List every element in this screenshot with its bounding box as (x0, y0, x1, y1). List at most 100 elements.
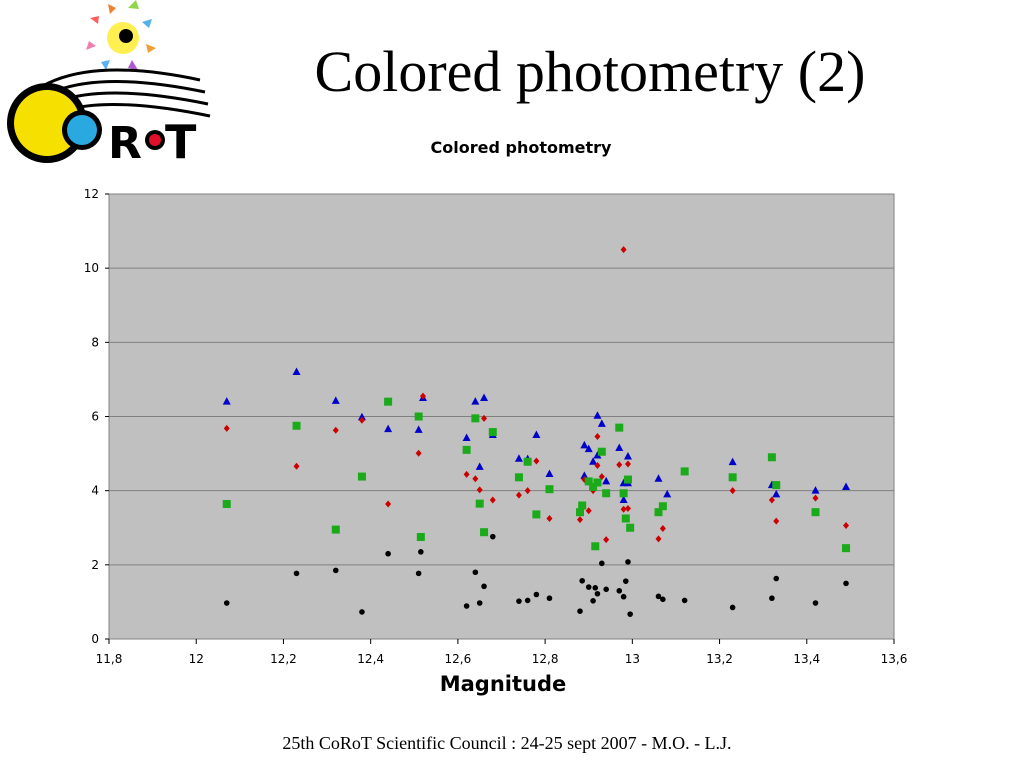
data-point (660, 596, 666, 603)
data-point (545, 485, 554, 494)
x-tick-label: 13,4 (793, 652, 820, 666)
data-point (463, 470, 470, 478)
data-points (222, 246, 851, 617)
svg-text:T: T (165, 115, 197, 169)
data-point (842, 482, 851, 490)
chart-title: Colored photometry (431, 138, 613, 157)
data-point (384, 397, 393, 406)
data-point (602, 476, 611, 485)
data-point (462, 433, 471, 442)
data-point (663, 489, 672, 498)
data-point (658, 502, 667, 511)
data-point (773, 517, 780, 525)
data-point (599, 560, 605, 567)
data-point (597, 419, 606, 427)
data-point (622, 578, 629, 584)
data-point (359, 609, 365, 615)
slide-title: Colored photometry (2) (314, 39, 866, 104)
data-point (589, 457, 598, 465)
data-point (414, 412, 423, 421)
data-point (592, 585, 599, 591)
data-point (293, 462, 300, 470)
data-point (222, 500, 231, 509)
data-point (598, 473, 605, 481)
data-point (812, 600, 819, 606)
data-point (772, 481, 781, 490)
data-point (615, 443, 624, 452)
data-point (621, 514, 630, 523)
data-point (414, 425, 423, 433)
data-point (415, 449, 422, 457)
corot-logo: R T (7, 0, 211, 169)
series-triangle (222, 367, 851, 503)
y-tick-label: 4 (91, 484, 99, 498)
data-point (385, 550, 391, 557)
data-point (603, 536, 610, 544)
x-tick-label: 12,4 (357, 652, 384, 666)
data-point (616, 461, 623, 469)
data-point (589, 482, 598, 491)
series-circle (223, 533, 849, 617)
data-point (577, 608, 583, 614)
data-point (728, 457, 737, 466)
x-tick-label: 12,6 (445, 652, 472, 666)
data-point (769, 595, 775, 602)
data-point (620, 593, 627, 600)
y-axis: 0 2 4 6 8 10 12 (84, 187, 109, 646)
y-tick-label: 2 (91, 558, 99, 572)
y-tick-label: 12 (84, 187, 99, 201)
data-point (416, 533, 425, 542)
data-point (480, 393, 489, 401)
data-point (626, 523, 635, 532)
data-point (384, 424, 393, 433)
data-point (773, 575, 780, 582)
data-point (772, 489, 781, 498)
x-tick-label: 13,6 (881, 652, 908, 666)
data-point (357, 412, 366, 421)
data-point (524, 487, 531, 495)
data-point (472, 475, 479, 483)
data-point (418, 549, 424, 555)
data-point (843, 580, 849, 587)
data-point (580, 440, 589, 449)
data-point (576, 508, 584, 517)
x-axis-label: Magnitude (440, 672, 567, 696)
data-point (481, 583, 487, 590)
data-point (729, 604, 736, 611)
data-point (476, 486, 483, 494)
data-point (488, 428, 497, 437)
data-point (480, 528, 489, 537)
data-point (593, 478, 602, 487)
x-tick-label: 12 (189, 652, 204, 666)
data-point (471, 397, 480, 405)
series-diamond (223, 246, 850, 544)
data-point (728, 473, 737, 482)
data-point (222, 397, 231, 405)
x-tick-label: 12,2 (270, 652, 297, 666)
data-point (471, 414, 480, 423)
data-point (331, 396, 340, 404)
data-point (590, 598, 596, 604)
x-axis: 11,8 12 12,2 12,4 12,6 12,8 13 13,2 13,4 13,6 (96, 639, 908, 666)
data-point (578, 501, 587, 510)
x-tick-label: 12,8 (532, 652, 559, 666)
sun-icon (86, 0, 156, 70)
data-point (577, 516, 583, 524)
data-point (843, 522, 850, 530)
data-point (681, 597, 688, 604)
data-point (625, 559, 631, 565)
data-point (619, 495, 628, 503)
data-point (603, 586, 609, 593)
data-point (524, 597, 531, 604)
data-point (462, 445, 471, 454)
data-point (811, 486, 820, 494)
data-point (515, 491, 522, 499)
data-point (532, 430, 541, 439)
data-point (223, 600, 230, 606)
data-point (842, 544, 851, 553)
series-square (222, 397, 851, 553)
data-point (616, 587, 623, 594)
data-point (489, 496, 496, 504)
data-point (532, 510, 541, 519)
